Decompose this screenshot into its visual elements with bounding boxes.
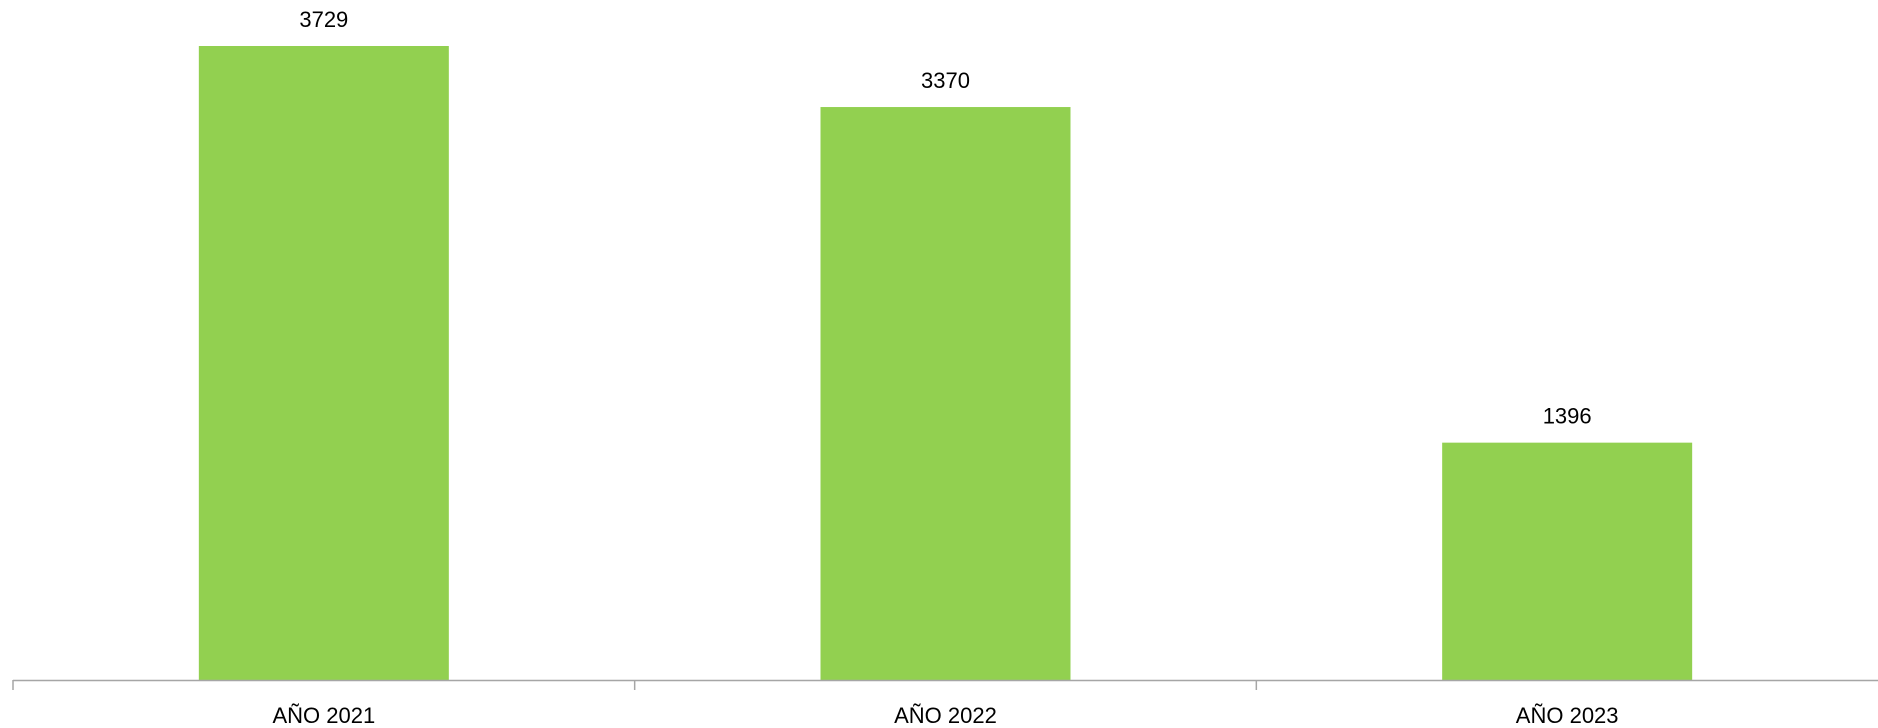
bar-3	[1442, 442, 1693, 680]
data-label-1: 3729	[299, 7, 348, 32]
bar-2	[820, 107, 1071, 680]
bar-1	[198, 46, 449, 680]
x-axis	[12, 679, 1878, 690]
x-tick-label-2: AÑO 2022	[894, 703, 997, 728]
x-tick-label-1: AÑO 2021	[272, 703, 375, 728]
data-label-3: 1396	[1543, 404, 1592, 429]
data-label-2: 3370	[921, 68, 970, 93]
bars-layer	[198, 46, 1693, 680]
data-labels-layer: 3729 3370 1396	[299, 7, 1591, 429]
x-tick-label-3: AÑO 2023	[1516, 703, 1619, 728]
x-tick-labels: AÑO 2021 AÑO 2022 AÑO 2023	[272, 703, 1618, 728]
